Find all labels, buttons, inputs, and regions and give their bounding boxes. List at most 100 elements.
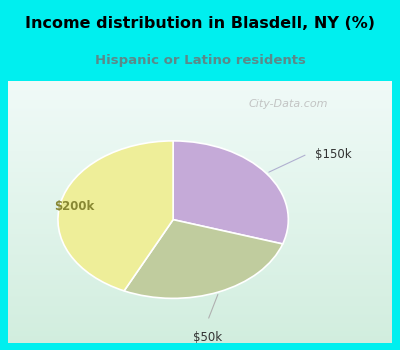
Bar [8,129,392,131]
Bar [8,163,392,164]
Bar [8,296,392,297]
Wedge shape [58,141,173,291]
Bar [8,166,392,167]
Bar [8,146,392,147]
Bar [8,313,392,314]
Bar [8,196,392,197]
Bar [8,154,392,155]
Bar [8,187,392,188]
Bar [8,280,392,281]
Bar [8,327,392,329]
Bar [8,305,392,306]
Bar [8,217,392,218]
Bar [8,259,392,260]
Bar [8,297,392,298]
Bar [8,117,392,119]
Bar [8,235,392,237]
Bar [8,289,392,290]
Bar [8,134,392,135]
Bar [8,204,392,205]
Bar [8,83,392,84]
Bar [8,93,392,95]
Bar [8,287,392,288]
Bar [8,213,392,214]
Bar [8,309,392,310]
Bar [8,336,392,338]
Bar [8,237,392,238]
Bar [8,273,392,275]
Bar [8,99,392,100]
Bar [8,335,392,336]
Wedge shape [124,220,283,298]
Bar [8,330,392,331]
Bar [8,82,392,83]
Bar [8,167,392,168]
Bar [8,151,392,153]
Bar [8,230,392,231]
Bar [8,122,392,124]
Bar [8,279,392,280]
Bar [8,104,392,105]
Text: Hispanic or Latino residents: Hispanic or Latino residents [94,54,306,67]
Bar [8,182,392,183]
Bar [8,276,392,277]
Bar [8,251,392,252]
Bar [8,252,392,254]
Bar [8,186,392,187]
Text: Income distribution in Blasdell, NY (%): Income distribution in Blasdell, NY (%) [25,16,375,31]
Bar [8,222,392,224]
Bar [8,283,392,284]
Bar [8,137,392,138]
Bar [8,133,392,134]
Bar [8,321,392,322]
Bar [8,267,392,268]
Bar [8,270,392,271]
Bar [8,132,392,133]
Bar [8,170,392,171]
Bar [8,258,392,259]
Bar [8,126,392,128]
Bar [8,275,392,276]
Bar [8,271,392,272]
Bar [8,250,392,251]
Bar [8,238,392,239]
Bar [8,141,392,142]
Bar [8,239,392,241]
Bar [8,294,392,296]
Bar [8,246,392,247]
Bar [8,121,392,122]
Bar [8,189,392,191]
Bar [8,91,392,92]
Bar [8,197,392,199]
Bar [8,331,392,332]
Bar [8,320,392,321]
Bar [8,261,392,263]
Bar [8,98,392,99]
Bar [8,210,392,212]
Bar [8,334,392,335]
Bar [8,214,392,216]
Bar [8,180,392,182]
Bar [8,147,392,149]
Bar [8,88,392,90]
Bar [8,224,392,225]
Bar [8,174,392,175]
Bar [8,108,392,109]
Text: City-Data.com: City-Data.com [248,99,328,109]
Bar [8,322,392,323]
Bar [8,120,392,121]
Bar [8,191,392,192]
Bar [8,184,392,186]
Bar [8,179,392,180]
Bar [8,188,392,189]
Bar [8,153,392,154]
Bar [8,228,392,229]
Bar [8,226,392,228]
Bar [8,221,392,222]
Bar [8,310,392,312]
Text: $150k: $150k [315,147,352,161]
Bar [8,115,392,116]
Bar [8,308,392,309]
Bar [8,128,392,129]
Bar [8,116,392,117]
